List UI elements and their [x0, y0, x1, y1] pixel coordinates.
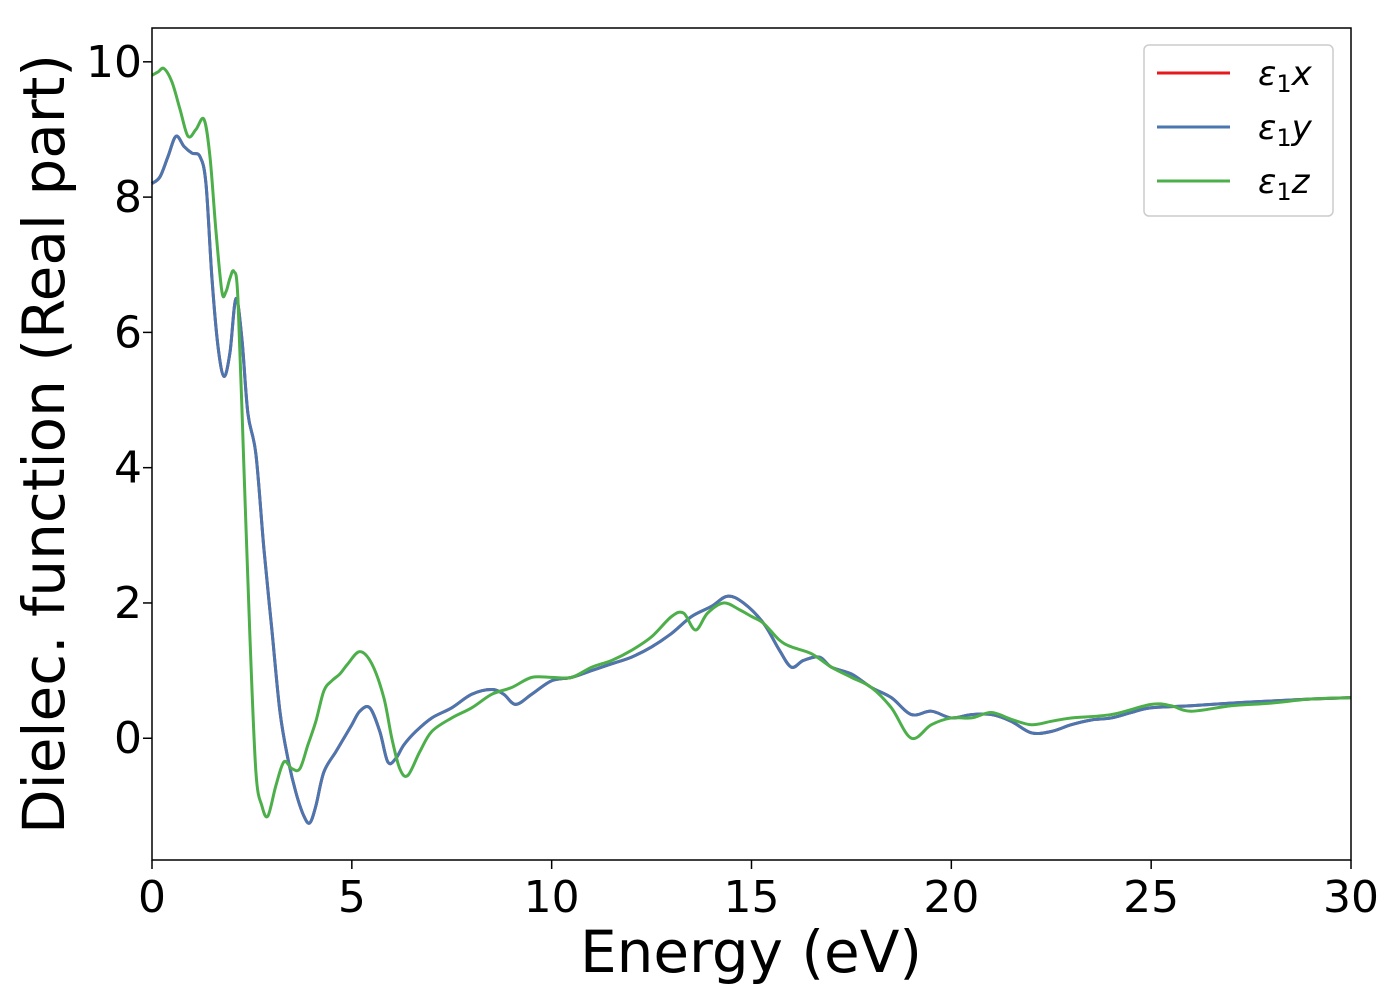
legend-label-z: ε1z — [1258, 162, 1311, 206]
y-axis-title: Dielec. function (Real part) — [10, 54, 78, 834]
legend: ε1x ε1y ε1z — [1143, 44, 1334, 217]
y-tick-label: 4 — [114, 443, 142, 494]
y-tick-label: 6 — [114, 307, 142, 358]
y-axis: 0 2 4 6 8 10 — [86, 37, 152, 764]
legend-label-y: ε1y — [1258, 108, 1313, 152]
x-tick-label: 0 — [138, 872, 166, 923]
y-tick-label: 10 — [86, 37, 142, 88]
x-tick-label: 30 — [1323, 872, 1379, 923]
series-line-z — [151, 66, 1352, 819]
y-tick-label: 8 — [114, 172, 142, 223]
x-axis-title: Energy (eV) — [580, 918, 922, 986]
y-tick-label: 0 — [114, 713, 142, 764]
x-tick-label: 15 — [724, 872, 780, 923]
x-tick-label: 20 — [923, 872, 979, 923]
series-layer — [151, 66, 1352, 825]
x-tick-label: 25 — [1123, 872, 1179, 923]
x-axis: 0 5 10 15 20 25 30 — [138, 860, 1379, 923]
legend-box — [1143, 44, 1334, 217]
x-tick-label: 5 — [338, 872, 366, 923]
legend-label-x: ε1x — [1258, 54, 1313, 98]
y-tick-label: 2 — [114, 578, 142, 629]
x-tick-label: 10 — [524, 872, 580, 923]
